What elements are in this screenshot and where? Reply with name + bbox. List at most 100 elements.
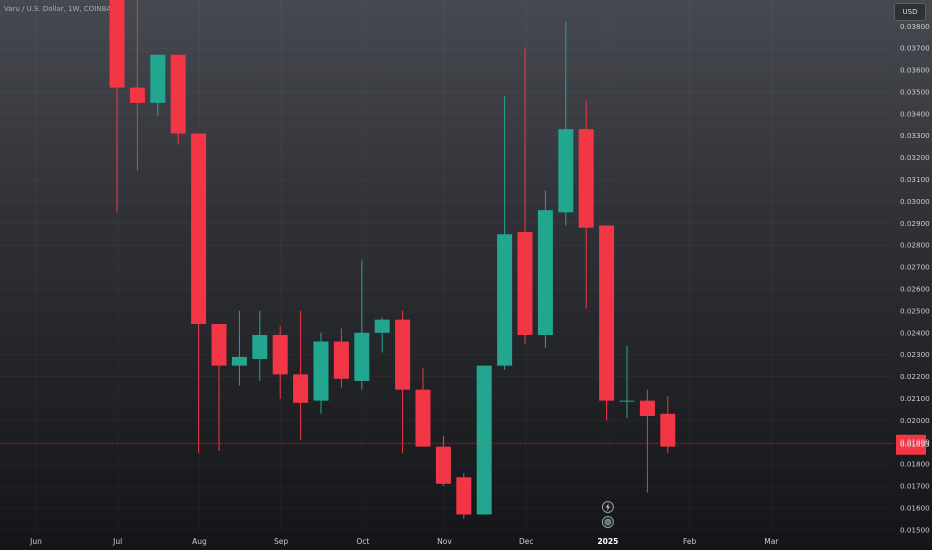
y-tick-label: 0.02900 xyxy=(900,219,930,228)
y-tick-label: 0.02400 xyxy=(900,328,930,337)
candle-body xyxy=(293,374,309,403)
candle-body xyxy=(333,341,349,379)
candle-body xyxy=(435,446,451,484)
candle xyxy=(211,324,227,451)
candle-body xyxy=(129,87,145,103)
currency-button[interactable]: USD xyxy=(894,3,926,21)
x-tick-label: Sep xyxy=(274,537,288,546)
candle-body xyxy=(537,210,553,335)
candle xyxy=(435,435,451,487)
candle xyxy=(231,310,247,386)
candle xyxy=(170,54,186,145)
y-tick-label: 0.03000 xyxy=(900,197,930,206)
candle-body xyxy=(109,0,125,88)
candle-body xyxy=(456,477,472,515)
candle xyxy=(293,310,309,441)
candle xyxy=(374,317,390,353)
candle xyxy=(415,367,431,447)
y-tick-label: 0.02000 xyxy=(900,416,930,425)
candle-body xyxy=(619,400,635,402)
last-price-badge xyxy=(896,434,926,455)
y-tick-label: 0.01800 xyxy=(900,460,930,469)
y-tick-label: 0.02100 xyxy=(900,394,930,403)
y-tick-label: 0.01900 xyxy=(900,438,930,447)
y-tick-label: 0.03600 xyxy=(900,66,930,75)
candle-body xyxy=(231,356,247,366)
candle-body xyxy=(639,400,655,416)
candle xyxy=(456,472,472,519)
candle-body xyxy=(578,129,594,228)
candle-body xyxy=(170,54,186,134)
x-tick-label: Dec xyxy=(519,537,534,546)
candle xyxy=(619,345,635,419)
y-tick-label: 0.03500 xyxy=(900,87,930,96)
y-tick-label: 0.03300 xyxy=(900,131,930,140)
candle-body xyxy=(191,133,207,325)
candle xyxy=(497,96,513,370)
candle-body xyxy=(476,365,492,515)
x-tick-label: Mar xyxy=(764,537,779,546)
ticker-label: Varu / U.S. Dollar, 1W, COINBASE xyxy=(4,5,121,13)
candle xyxy=(660,396,676,454)
candle xyxy=(313,332,329,414)
candle-body xyxy=(497,234,513,366)
y-tick-label: 0.02600 xyxy=(900,284,930,293)
candle-body xyxy=(252,334,268,360)
candle-body xyxy=(150,54,166,103)
y-tick-label: 0.03400 xyxy=(900,109,930,118)
y-tick-label: 0.03100 xyxy=(900,175,930,184)
candle xyxy=(129,0,145,171)
y-tick-label: 0.02800 xyxy=(900,241,930,250)
y-tick-label: 0.02700 xyxy=(900,263,930,272)
candle-body xyxy=(415,389,431,447)
candle xyxy=(252,310,268,381)
y-tick-label: 0.01600 xyxy=(900,503,930,512)
candle xyxy=(639,389,655,493)
y-tick-label: 0.03800 xyxy=(900,22,930,31)
x-axis: Jun Jul Aug Sep Oct Nov Dec 2025 Feb Mar xyxy=(29,537,779,546)
x-tick-label: Oct xyxy=(356,537,369,546)
y-axis: 0.03800 0.03700 0.03600 0.03500 0.03400 0.033… xyxy=(900,22,930,535)
x-tick-label: Jun xyxy=(29,537,42,546)
last-price-label: 0.01893 xyxy=(900,439,930,448)
candle xyxy=(272,326,288,399)
candle xyxy=(354,260,370,390)
candle-body xyxy=(599,225,615,401)
y-tick-label: 0.02300 xyxy=(900,350,930,359)
event-markers[interactable] xyxy=(601,501,614,528)
y-tick-label: 0.01500 xyxy=(900,525,930,534)
candles xyxy=(109,0,676,519)
y-tick-label: 0.03700 xyxy=(900,44,930,53)
candle-body xyxy=(374,319,390,333)
x-tick-label: Nov xyxy=(437,537,452,546)
candle xyxy=(395,310,411,454)
candle xyxy=(578,100,594,309)
candle xyxy=(537,190,553,349)
x-tick-label: Aug xyxy=(192,537,207,546)
candle-body xyxy=(211,324,227,366)
candle xyxy=(476,365,492,515)
y-tick-label: 0.03200 xyxy=(900,153,930,162)
candle-body xyxy=(272,334,288,375)
last-price-line: 0.01893 xyxy=(0,434,930,455)
candle-body xyxy=(517,232,533,335)
candle-body xyxy=(660,413,676,447)
y-tick-label: 0.01700 xyxy=(900,482,930,491)
x-tick-label: Jul xyxy=(112,537,122,546)
candle xyxy=(517,48,533,344)
candle xyxy=(109,0,125,213)
lightning-icon[interactable] xyxy=(601,501,614,513)
x-tick-label: Feb xyxy=(683,537,697,546)
candle-body xyxy=(395,319,411,390)
y-tick-label: 0.02500 xyxy=(900,306,930,315)
y-tick-label: 0.02200 xyxy=(900,372,930,381)
x-tick-label: 2025 xyxy=(597,537,618,546)
candle-body xyxy=(558,129,574,213)
candle xyxy=(558,21,574,226)
candle-body xyxy=(354,332,370,381)
event-marker-icon[interactable] xyxy=(601,516,614,528)
candle xyxy=(191,133,207,454)
candle-body xyxy=(313,341,329,401)
candle xyxy=(150,54,166,117)
